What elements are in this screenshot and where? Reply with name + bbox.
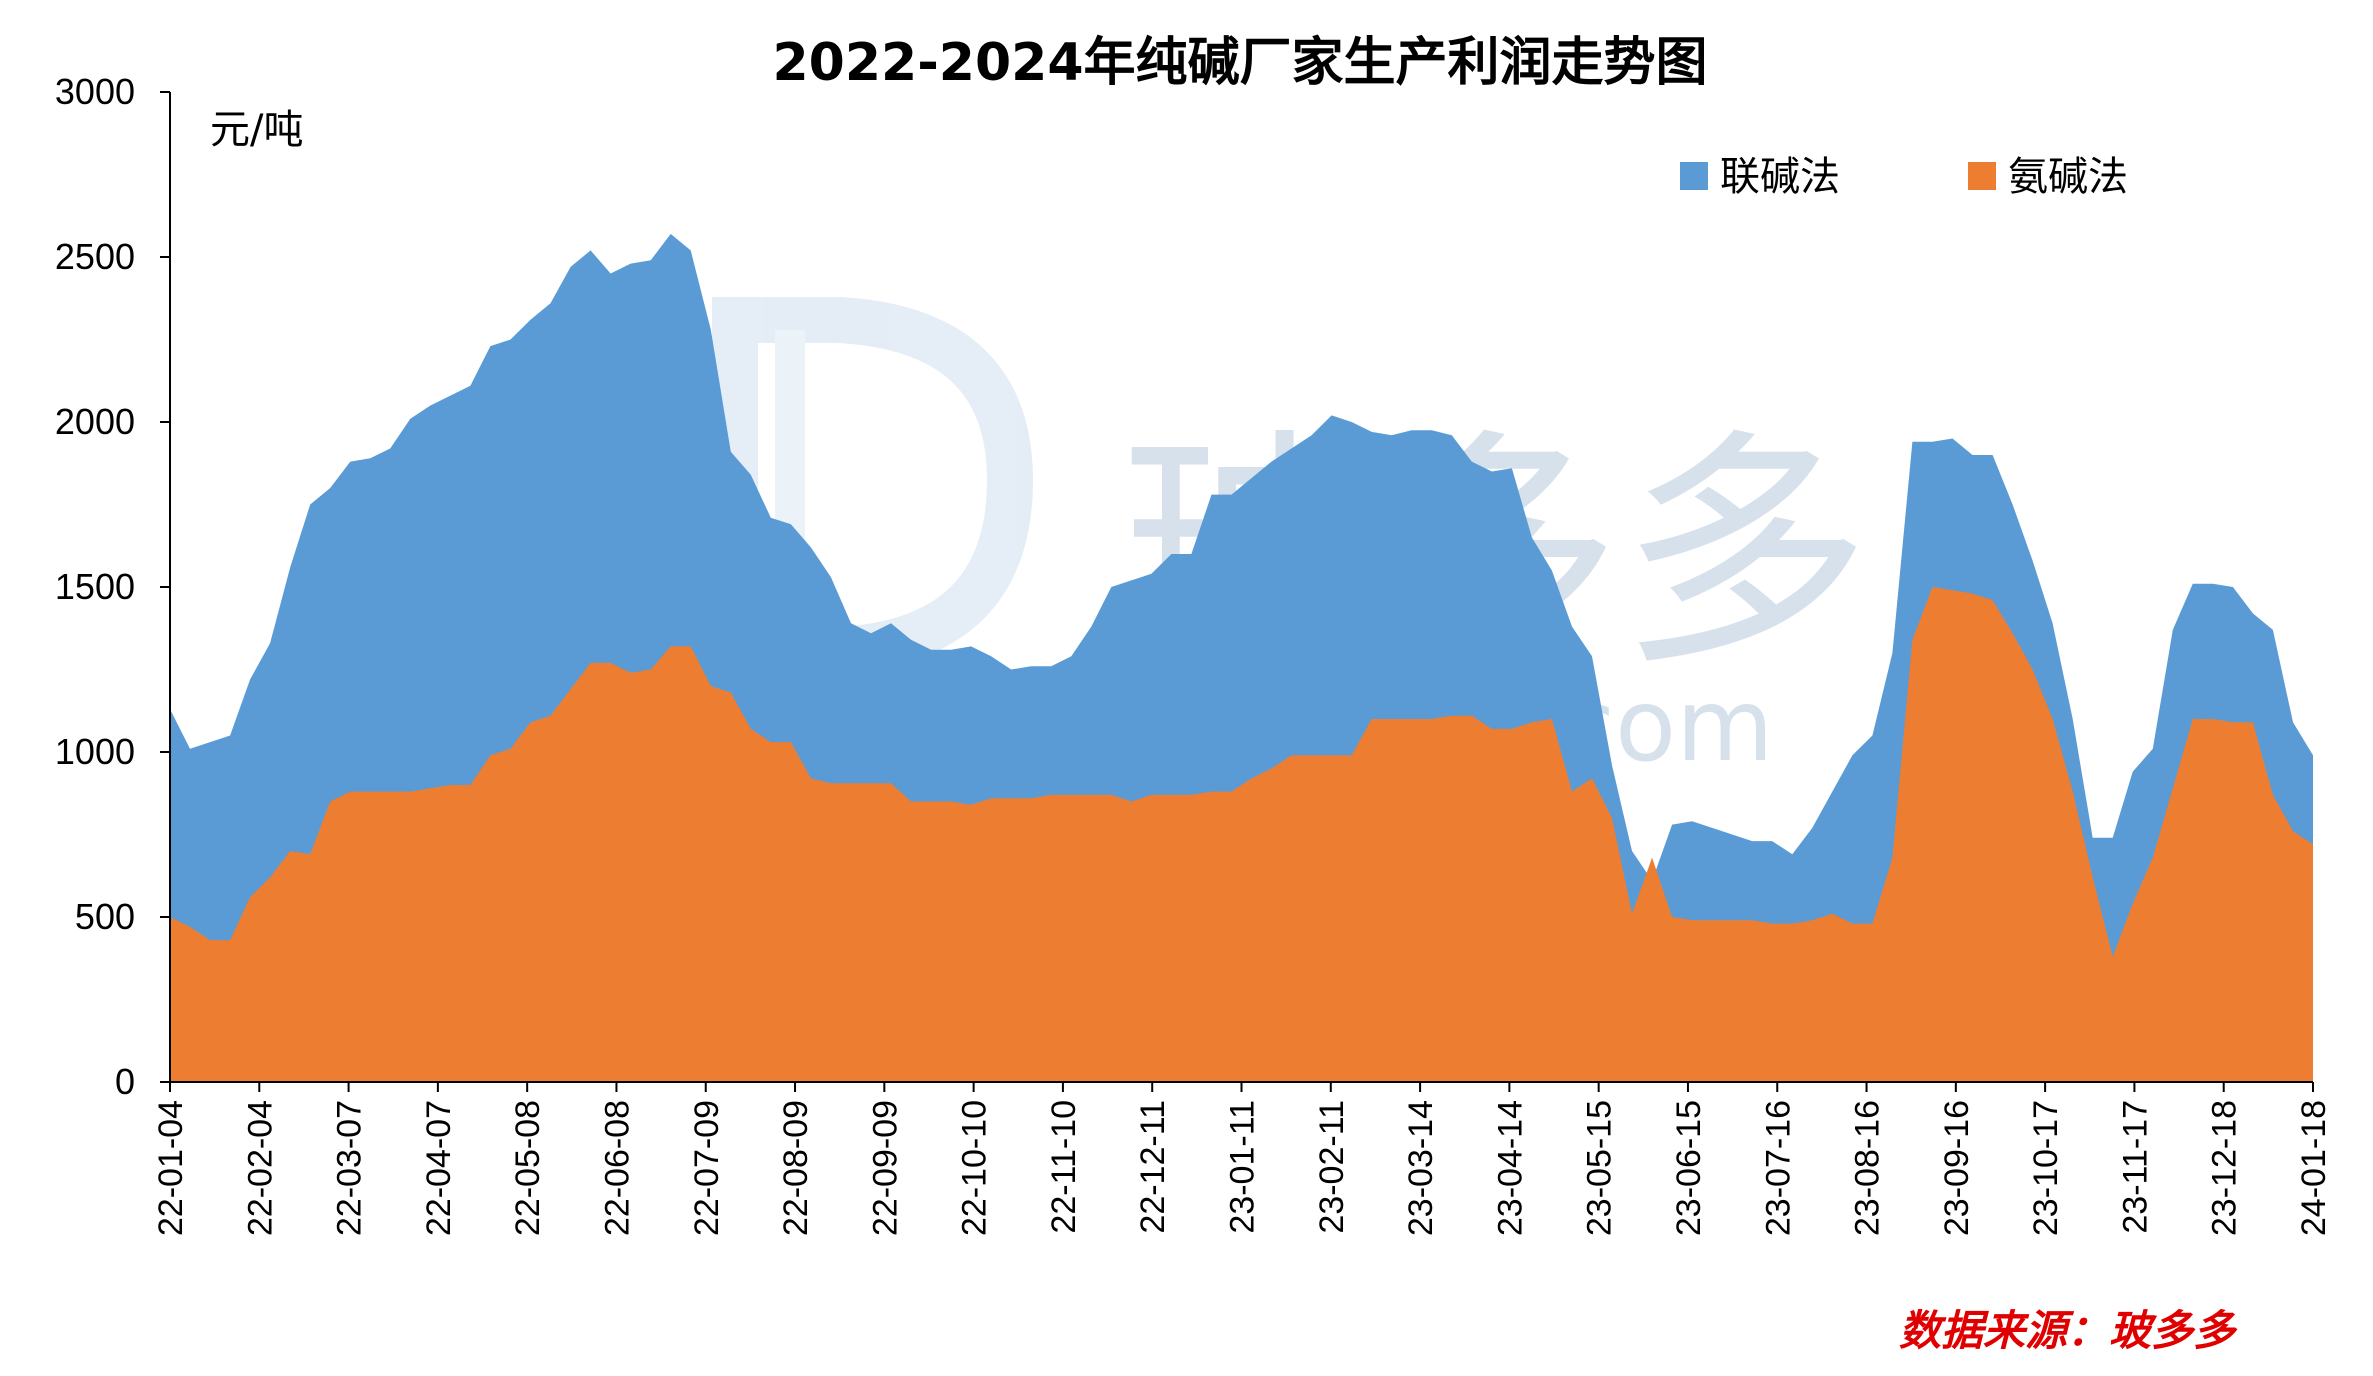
x-tick-label: 23-11-17 xyxy=(2116,1100,2154,1234)
x-tick-label: 22-02-04 xyxy=(241,1100,279,1236)
y-tick-label: 0 xyxy=(115,1061,135,1102)
x-tick-label: 23-07-16 xyxy=(1759,1100,1797,1236)
x-tick-label: 22-05-08 xyxy=(509,1100,547,1236)
x-tick-label: 22-04-07 xyxy=(420,1100,458,1236)
legend: 联碱法 氨碱法 xyxy=(1680,154,2128,200)
x-tick-label: 22-08-09 xyxy=(777,1100,815,1236)
legend-label: 联碱法 xyxy=(1720,154,1840,200)
x-tick-label: 24-01-18 xyxy=(2295,1100,2333,1236)
x-tick-label: 23-08-16 xyxy=(1849,1100,1887,1236)
x-tick-label: 22-12-11 xyxy=(1134,1100,1172,1234)
y-tick-label: 500 xyxy=(75,896,135,937)
y-tick-label: 1500 xyxy=(55,566,135,607)
legend-swatch xyxy=(1680,162,1708,190)
x-tick-label: 22-10-10 xyxy=(956,1100,994,1236)
x-tick-label: 23-10-17 xyxy=(2027,1100,2065,1236)
x-tick-label: 22-09-09 xyxy=(866,1100,904,1236)
x-tick-label: 22-06-08 xyxy=(598,1100,636,1236)
area-series-group xyxy=(170,233,2313,1082)
x-tick-label: 23-04-14 xyxy=(1491,1100,1529,1236)
x-tick-label: 23-09-16 xyxy=(1938,1100,1976,1236)
y-unit-label: 元/吨 xyxy=(210,107,303,153)
legend-label: 氨碱法 xyxy=(2008,154,2128,200)
x-tick-label: 22-03-07 xyxy=(331,1100,369,1236)
y-tick-label: 2000 xyxy=(55,401,135,442)
x-tick-label: 23-06-15 xyxy=(1670,1100,1708,1236)
source-label: 数据来源：玻多多 xyxy=(1899,1306,2238,1355)
x-tick-label: 22-11-10 xyxy=(1045,1100,1083,1234)
y-tick-label: 2500 xyxy=(55,236,135,277)
y-tick-label: 3000 xyxy=(55,71,135,112)
legend-swatch xyxy=(1968,162,1996,190)
x-tick-label: 22-01-04 xyxy=(152,1100,190,1236)
x-tick-label: 23-03-14 xyxy=(1402,1100,1440,1236)
x-tick-label: 23-12-18 xyxy=(2206,1100,2244,1236)
x-axis-ticks: 22-01-04 22-02-04 22-03-07 22-04-07 22-05-08… xyxy=(152,1082,2333,1236)
x-tick-label: 23-02-11 xyxy=(1313,1100,1351,1234)
area-series-2 xyxy=(170,587,2313,1082)
x-tick-label: 22-07-09 xyxy=(688,1100,726,1236)
x-tick-label: 23-01-11 xyxy=(1224,1100,1262,1234)
chart-title: 2022-2024年纯碱厂家生产利润走势图 xyxy=(772,33,1707,93)
x-tick-label: 23-05-15 xyxy=(1581,1100,1619,1236)
y-tick-label: 1000 xyxy=(55,731,135,772)
y-axis-ticks: 0 500 1000 1500 2000 2500 3000 xyxy=(55,71,170,1102)
